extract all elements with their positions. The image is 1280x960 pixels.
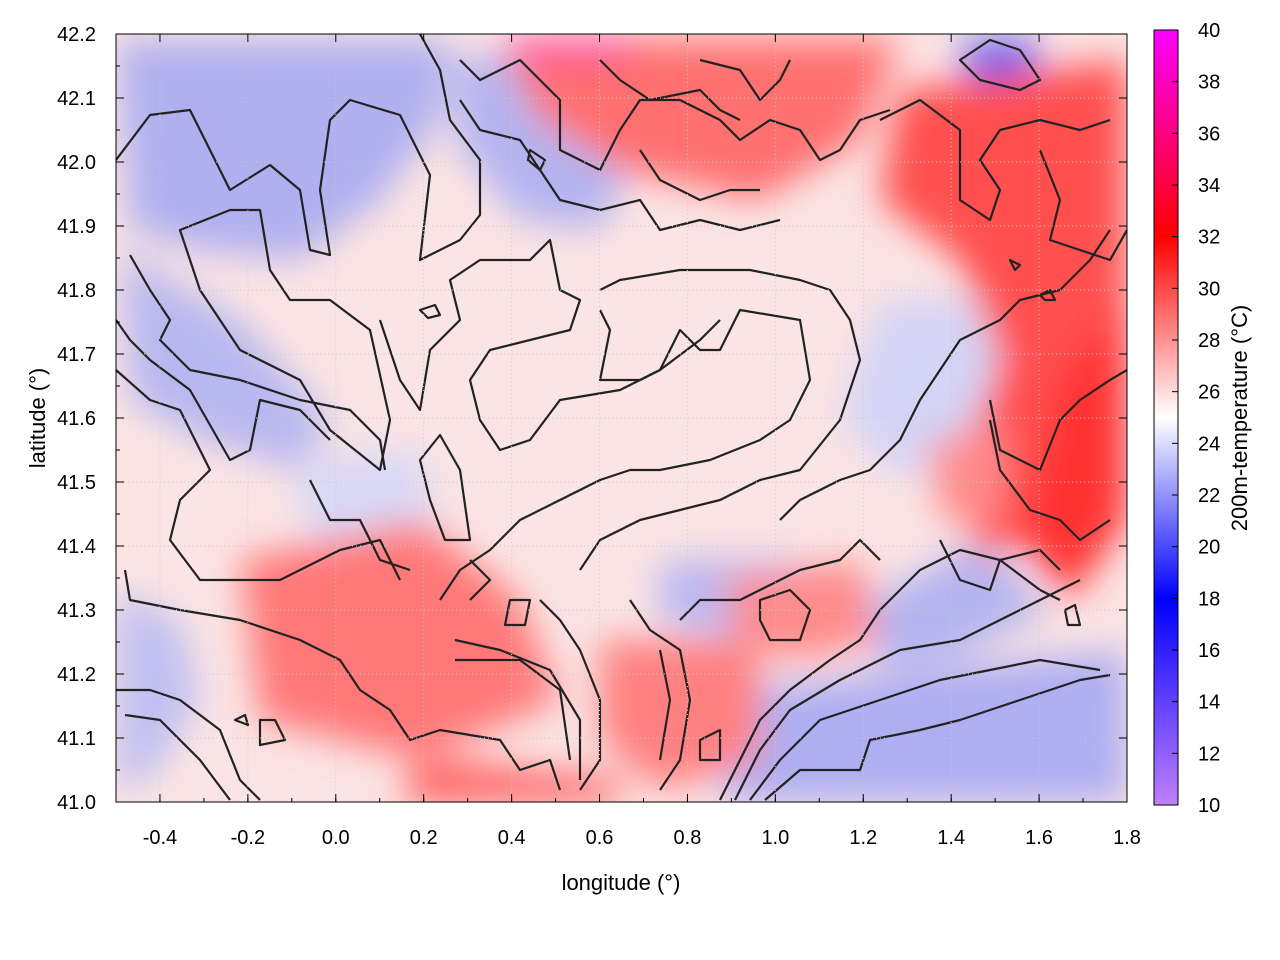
colorbar-tick-label: 38 — [1198, 72, 1220, 94]
x-axis: -0.4 -0.2 0.0 0.2 0.4 0.6 0.8 1.0 1.2 1.4 1.6 1.8 — [115, 34, 1141, 849]
y-tick-label: 41.7 — [57, 344, 96, 366]
y-tick-label: 41.9 — [57, 216, 96, 238]
y-tick-label: 41.0 — [57, 792, 96, 814]
colorbar-tick-label: 22 — [1198, 485, 1220, 507]
y-tick-label: 42.2 — [57, 24, 96, 46]
colorbar-tick-label: 18 — [1198, 588, 1220, 610]
y-tick-label: 41.3 — [57, 600, 96, 622]
y-tick-label: 41.6 — [57, 408, 96, 430]
y-tick-label: 41.4 — [57, 536, 96, 558]
colorbar-tick-label: 34 — [1198, 175, 1220, 197]
x-axis-title: longitude (°) — [562, 870, 681, 895]
x-tick-label: 1.6 — [1025, 827, 1053, 849]
x-tick-label: -0.4 — [143, 827, 177, 849]
colorbar-tick-label: 40 — [1198, 20, 1220, 42]
x-tick-label: 1.8 — [1113, 827, 1141, 849]
x-tick-label: 0.4 — [498, 827, 526, 849]
x-tick-label: 0.2 — [410, 827, 438, 849]
x-tick-label: -0.2 — [231, 827, 265, 849]
colorbar-title: 200m-temperature (°C) — [1227, 305, 1252, 531]
y-axis: 41.0 41.1 41.2 41.3 41.4 41.5 41.6 41.7 41.8 41.9… — [57, 24, 1127, 814]
x-tick-label: 1.0 — [761, 827, 789, 849]
colorbar-tick-label: 28 — [1198, 330, 1220, 352]
colorbar-tick-label: 24 — [1198, 433, 1220, 455]
temperature-field — [116, 34, 1127, 802]
y-tick-label: 41.8 — [57, 280, 96, 302]
y-tick-label: 41.2 — [57, 664, 96, 686]
colorbar-tick-label: 14 — [1198, 692, 1220, 714]
grid-lines — [116, 34, 1127, 802]
x-tick-label: 0.0 — [322, 827, 350, 849]
x-tick-label: 0.6 — [586, 827, 614, 849]
colorbar-gradient — [1153, 29, 1179, 806]
colorbar-tick-label: 36 — [1198, 123, 1220, 145]
colorbar-tick-label: 32 — [1198, 227, 1220, 249]
x-tick-label: 1.4 — [937, 827, 965, 849]
colorbar-tick-label: 16 — [1198, 640, 1220, 662]
colorbar-tick-label: 12 — [1198, 743, 1220, 765]
y-tick-label: 41.5 — [57, 472, 96, 494]
y-tick-label: 42.1 — [57, 88, 96, 110]
contour-lines — [116, 34, 1127, 801]
colorbar-tick-label: 26 — [1198, 382, 1220, 404]
colorbar-tick-label: 10 — [1198, 795, 1220, 817]
colorbar: 10 12 14 16 18 20 22 24 26 28 30 32 34 36 38 40 200m-te… — [1153, 20, 1252, 817]
colorbar-tick-label: 20 — [1198, 537, 1220, 559]
y-tick-label: 41.1 — [57, 728, 96, 750]
x-tick-label: 1.2 — [849, 827, 877, 849]
y-axis-title: latitude (°) — [25, 368, 50, 469]
x-tick-label: 0.8 — [674, 827, 702, 849]
y-tick-label: 42.0 — [57, 152, 96, 174]
colorbar-tick-label: 30 — [1198, 278, 1220, 300]
